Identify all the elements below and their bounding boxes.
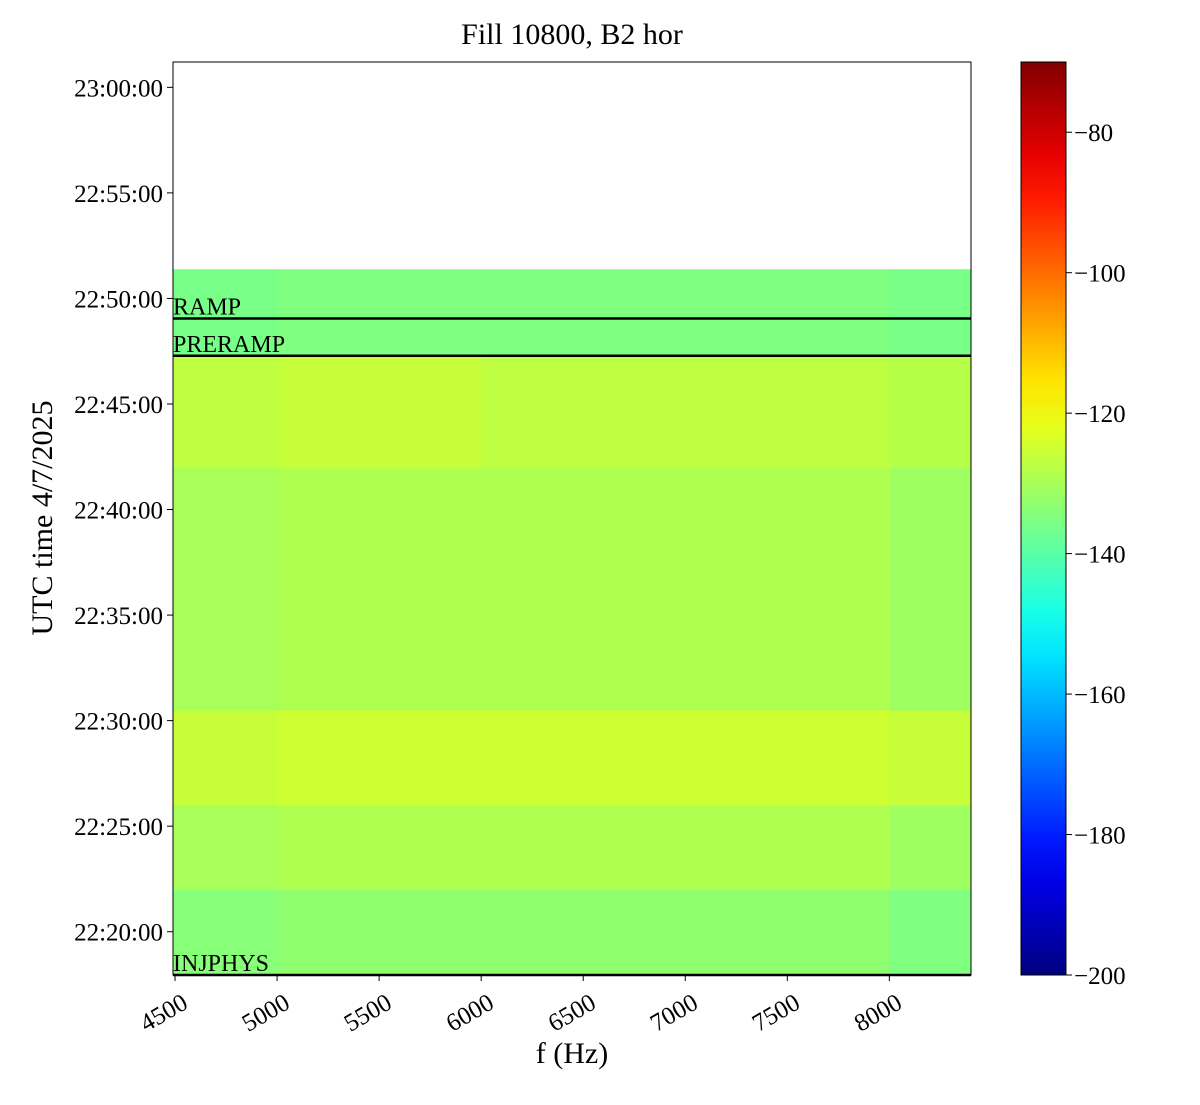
heatmap-cell [481,805,686,891]
heatmap-cell [889,889,972,976]
heatmap-cell [173,355,278,468]
event-label: RAMP [173,294,241,320]
y-tick-label: 22:45:00 [74,392,163,419]
plot-frame [172,61,972,976]
chart-title: Fill 10800, B2 hor [461,18,683,51]
heatmap-cell [277,710,482,806]
heatmap-cell [173,467,278,711]
y-tick-label: 22:40:00 [74,498,163,525]
x-tick-label: 4500 [136,989,193,1037]
colorbar [1020,61,1067,976]
heatmap-cell [685,467,890,711]
y-tick-label: 22:20:00 [74,920,163,947]
heatmap-cell [685,355,890,468]
heatmap-cell [481,889,686,976]
event-label: PRERAMP [173,332,285,358]
y-tick-label: 22:55:00 [74,181,163,208]
y-axis-label: UTC time 4/7/2025 [26,401,59,636]
heatmap-cell [481,355,686,468]
heatmap-cell [889,805,972,891]
heatmap-cell [173,269,278,357]
heatmap-cell [277,355,482,468]
heatmap-cell [481,710,686,806]
colorbar-tick-label: −100 [1074,261,1126,288]
y-tick-label: 23:00:00 [74,75,163,102]
colorbar-tick-label: −120 [1074,401,1126,428]
x-tick-label: 5000 [238,989,295,1037]
heatmap-cell [277,269,482,357]
heatmap-cell [889,467,972,711]
heatmap-cell [277,889,482,976]
heatmap-cell [685,269,890,357]
heatmap-cell [277,805,482,891]
colorbar-tick-label: −160 [1074,682,1126,709]
heatmap-cell [173,889,278,976]
x-tick-label: 6000 [442,989,499,1037]
x-tick-label: 5500 [340,989,397,1037]
y-tick-label: 22:25:00 [74,814,163,841]
heatmap-cell [889,269,972,357]
heatmap-cell [889,355,972,468]
event-label: INJPHYS [173,951,269,977]
heatmap-cell [277,467,482,711]
heatmap-cell [889,710,972,806]
heatmap-cell [481,269,686,357]
x-tick-label: 6500 [544,989,601,1037]
colorbar-tick-label: −80 [1074,120,1113,147]
heatmap-cell [481,467,686,711]
x-tick-label: 8000 [850,989,907,1037]
colorbar-tick-label: −180 [1074,823,1126,850]
x-tick-label: 7500 [748,989,805,1037]
heatmap-cell [685,710,890,806]
heatmap-cell [685,889,890,976]
heatmap-cell [173,805,278,891]
x-tick-label: 7000 [646,989,703,1037]
colorbar-tick-label: −200 [1074,963,1126,990]
heatmap-cell [685,805,890,891]
colorbar-tick-label: −140 [1074,542,1126,569]
heatmap-cell [173,710,278,806]
y-tick-label: 22:50:00 [74,286,163,313]
x-axis-label: f (Hz) [536,1037,608,1070]
y-tick-label: 22:30:00 [74,709,163,736]
y-tick-label: 22:35:00 [74,603,163,630]
